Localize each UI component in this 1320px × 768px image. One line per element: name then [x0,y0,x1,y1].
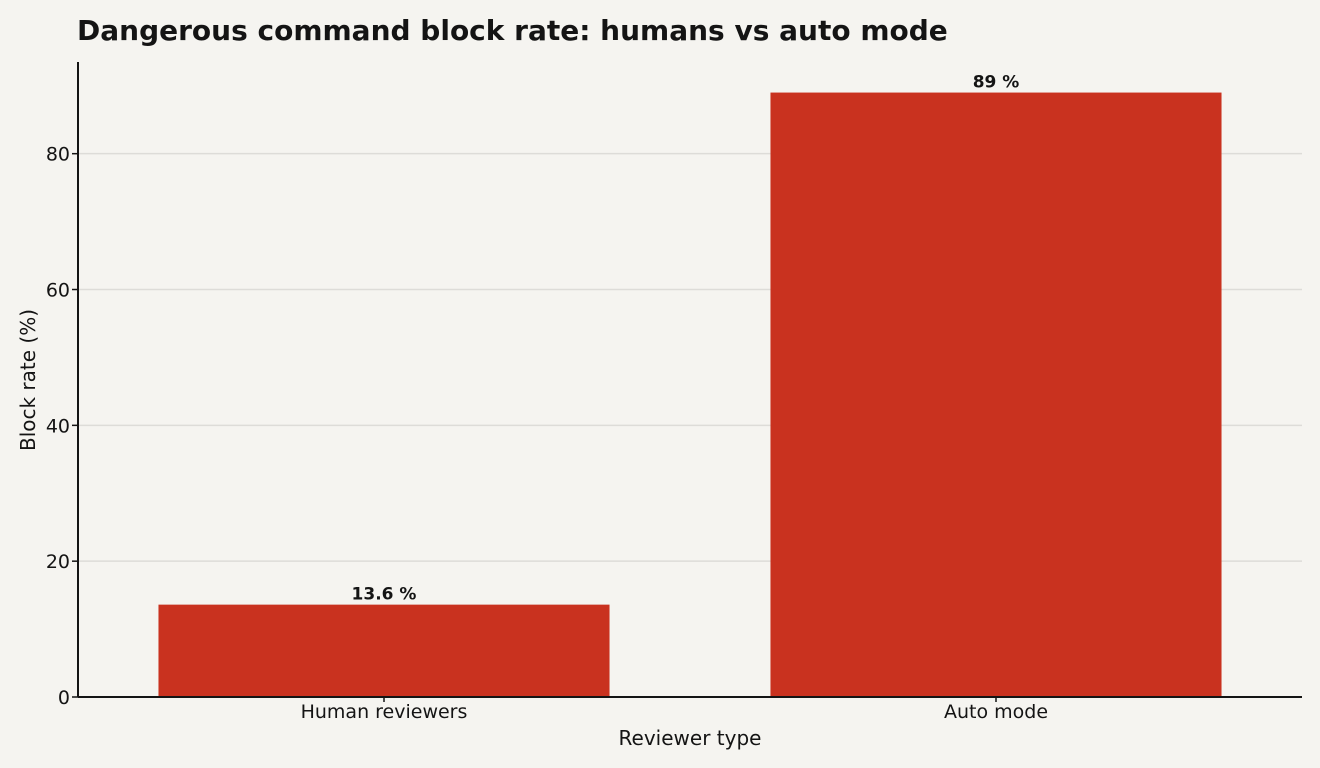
bars [158,92,1222,697]
x-axis-label: Reviewer type [619,726,762,750]
y-tick-label: 20 [46,551,70,573]
y-tick-label: 0 [58,687,70,709]
y-tick-label: 60 [46,280,70,302]
y-axis-label: Block rate (%) [16,309,40,451]
x-tick-label: Human reviewers [301,701,468,723]
data-labels: 13.6 % 89 % [352,73,1020,605]
bar-1 [770,92,1222,697]
data-label-1: 89 % [973,73,1020,93]
data-label-0: 13.6 % [352,585,417,605]
axes [77,62,1302,698]
bar-0 [158,604,610,697]
y-axis-ticks: 0 20 40 60 80 [46,144,78,709]
x-tick-label: Auto mode [944,701,1048,723]
y-tick-label: 40 [46,415,70,437]
x-axis-ticks: Human reviewers Auto mode [301,697,1048,723]
y-tick-label: 80 [46,144,70,166]
chart-title: Dangerous command block rate: humans vs … [77,14,948,47]
